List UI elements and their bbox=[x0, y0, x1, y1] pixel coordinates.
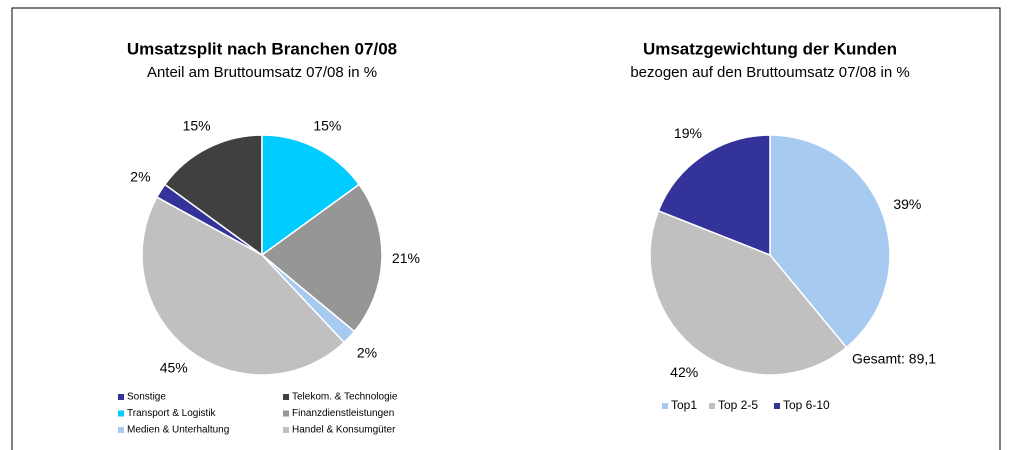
annotation: Gesamt: 89,1 bbox=[852, 351, 936, 367]
data-label: 45% bbox=[160, 359, 188, 375]
legend-swatch bbox=[709, 403, 715, 409]
data-label: 15% bbox=[313, 117, 341, 133]
legend-swatch bbox=[118, 394, 124, 400]
data-label: 2% bbox=[130, 169, 150, 185]
legend-swatch bbox=[774, 403, 780, 409]
legend-label: Top1 bbox=[671, 398, 697, 412]
legend-swatch bbox=[283, 394, 289, 400]
legend-label: Finanzdienstleistungen bbox=[292, 408, 394, 419]
legend-swatch bbox=[283, 410, 289, 417]
pie-slice bbox=[657, 134, 771, 257]
legend-label: Telekom. & Technologie bbox=[292, 392, 398, 403]
pie-slice bbox=[260, 183, 383, 333]
legend-swatch bbox=[662, 403, 668, 409]
legend-label: Top 2-5 bbox=[718, 398, 758, 412]
legend-swatch bbox=[118, 410, 124, 417]
pie-slice bbox=[141, 196, 346, 376]
pie-slice bbox=[769, 134, 891, 349]
chart-title: Umsatzgewichtung der Kunden bbox=[643, 39, 897, 58]
legend-swatch bbox=[118, 427, 124, 433]
data-label: 21% bbox=[392, 250, 420, 266]
legend-label: Medien & Unterhaltung bbox=[127, 425, 229, 436]
pie-slice bbox=[649, 209, 848, 376]
chart-subtitle: bezogen auf den Bruttoumsatz 07/08 in % bbox=[630, 64, 909, 81]
legend-label: Handel & Konsumgüter bbox=[292, 425, 396, 436]
data-label: 2% bbox=[357, 344, 377, 360]
chart-subtitle: Anteil am Bruttoumsatz 07/08 in % bbox=[147, 64, 377, 81]
pie-slice bbox=[163, 134, 263, 257]
legend-swatch bbox=[283, 427, 289, 433]
pie-slice bbox=[261, 134, 361, 257]
legend-label: Transport & Logistik bbox=[127, 408, 217, 419]
chart-title: Umsatzsplit nach Branchen 07/08 bbox=[127, 39, 397, 58]
legend-label: Top 6-10 bbox=[783, 398, 830, 412]
data-label: 15% bbox=[183, 117, 211, 133]
legend-label: Sonstige bbox=[127, 392, 166, 403]
data-label: 19% bbox=[674, 125, 702, 141]
data-label: 42% bbox=[670, 364, 698, 380]
data-label: 39% bbox=[893, 196, 921, 212]
